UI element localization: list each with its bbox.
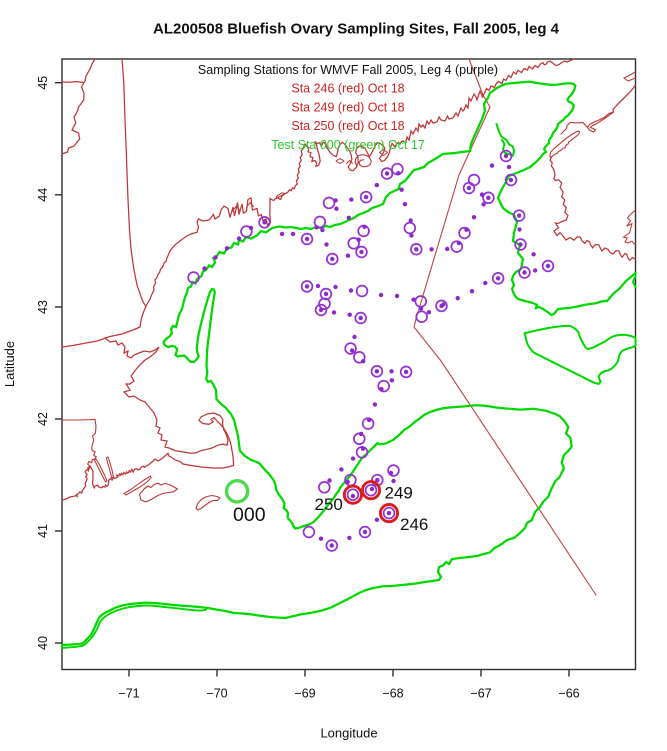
svg-text:Test Sta 000 (green) Oct 17: Test Sta 000 (green) Oct 17 (271, 138, 425, 152)
svg-text:249: 249 (385, 484, 413, 503)
svg-text:000: 000 (233, 504, 266, 526)
svg-text:40: 40 (36, 636, 50, 650)
svg-text:−69: −69 (294, 687, 315, 701)
svg-text:45: 45 (36, 76, 50, 90)
svg-text:Sampling Stations for WMVF Fal: Sampling Stations for WMVF Fall 2005, Le… (198, 63, 498, 77)
svg-text:41: 41 (36, 524, 50, 538)
svg-text:43: 43 (36, 300, 50, 314)
svg-text:AL200508 Bluefish Ovary Sampli: AL200508 Bluefish Ovary Sampling Sites, … (153, 21, 560, 38)
svg-text:250: 250 (315, 495, 343, 514)
svg-text:Sta 246 (red) Oct 18: Sta 246 (red) Oct 18 (291, 82, 404, 96)
svg-text:−71: −71 (118, 687, 139, 701)
svg-text:44: 44 (36, 188, 50, 202)
svg-text:−70: −70 (206, 687, 227, 701)
svg-text:246: 246 (400, 515, 428, 534)
svg-text:Sta 250 (red) Oct 18: Sta 250 (red) Oct 18 (291, 119, 404, 133)
svg-text:Longitude: Longitude (320, 726, 377, 741)
svg-text:Latitude: Latitude (2, 341, 17, 387)
svg-text:−68: −68 (382, 687, 403, 701)
svg-text:42: 42 (36, 412, 50, 426)
svg-text:−66: −66 (558, 687, 579, 701)
svg-text:−67: −67 (470, 687, 491, 701)
svg-text:Sta 249 (red) Oct 18: Sta 249 (red) Oct 18 (291, 100, 404, 114)
